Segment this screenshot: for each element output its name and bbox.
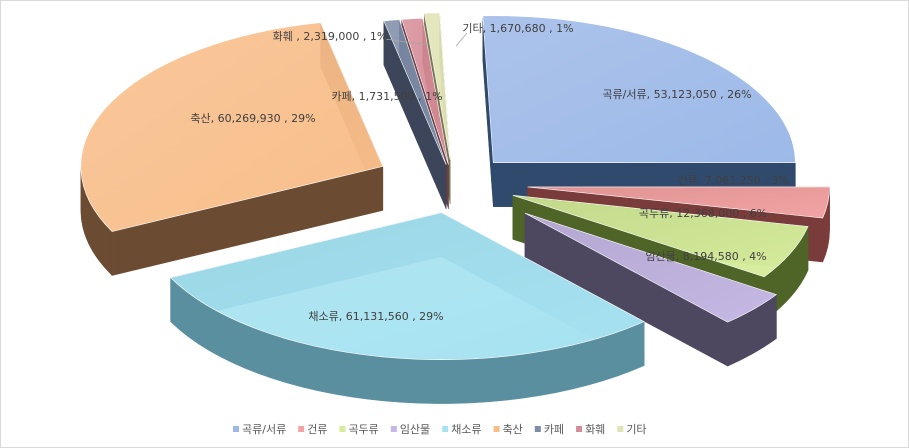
legend-label: 채소류: [451, 423, 481, 436]
pie-slice: [170, 212, 645, 360]
legend-entry: 곡두류: [339, 423, 379, 436]
data-label: 축산, 60,269,930 , 29%: [190, 112, 315, 125]
pie-slice: [527, 186, 830, 219]
data-label: 곡두류, 12,368,000 , 6%: [639, 207, 767, 220]
data-label: 임산물, 8,194,580 , 4%: [645, 250, 766, 263]
legend-label: 화훼: [585, 423, 605, 436]
leader-line: [455, 32, 468, 47]
legend-entry: 축산: [493, 423, 523, 436]
pie-slice: [80, 22, 384, 232]
data-labels: 곡류/서류, 53,123,050 , 26% 건류, 7,061,250 , 3…: [190, 22, 788, 323]
leader-lines: [384, 32, 468, 47]
legend-entry: 임산물: [390, 423, 430, 436]
pie-slice: [423, 12, 451, 160]
pie-slices: [80, 12, 830, 360]
legend-swatch: [233, 426, 239, 432]
legend-entry: 채소류: [442, 423, 482, 436]
legend-label: 임산물: [400, 423, 430, 436]
legend-swatch: [339, 426, 346, 432]
legend-swatch: [576, 426, 583, 432]
pie-slice: [482, 15, 796, 163]
leader-line: [384, 38, 429, 46]
pie-slice: [512, 195, 809, 278]
data-label: 건류, 7,061,250 , 3%: [677, 174, 788, 187]
pie-slice: [401, 17, 449, 165]
legend-label: 기타: [626, 423, 646, 436]
legend-swatch: [617, 426, 624, 432]
data-label: 기타, 1,670,680 , 1%: [462, 22, 573, 35]
legend-entry: 기타: [617, 423, 647, 436]
legend-swatch: [298, 426, 305, 432]
legend-label: 곡류/서류: [242, 423, 286, 436]
legend-label: 건류: [307, 423, 327, 436]
legend: 곡류/서류 건류 곡두류 임산물 채소류 축산 카페 화훼 기타: [233, 423, 647, 436]
legend-label: 카페: [544, 423, 564, 436]
legend-swatch: [534, 426, 541, 432]
data-label: 채소류, 61,131,560 , 29%: [308, 310, 443, 323]
legend-label: 곡두류: [348, 423, 378, 436]
pie-slice: [524, 212, 778, 323]
legend-swatch: [390, 426, 397, 432]
legend-entry: 곡류/서류: [233, 423, 286, 436]
legend-label: 축산: [503, 423, 523, 436]
legend-swatch: [442, 426, 449, 432]
data-label: 화훼 , 2,319,000 , 1%: [273, 30, 388, 43]
legend-entry: 화훼: [576, 423, 605, 436]
legend-swatch: [493, 426, 500, 432]
legend-entry: 카페: [534, 423, 564, 436]
legend-entry: 건류: [298, 423, 327, 436]
data-label: 곡류/서류, 53,123,050 , 26%: [602, 88, 751, 101]
pie-slice: [383, 19, 447, 165]
data-label: 카페, 1,731,500 , 1%: [331, 90, 442, 103]
